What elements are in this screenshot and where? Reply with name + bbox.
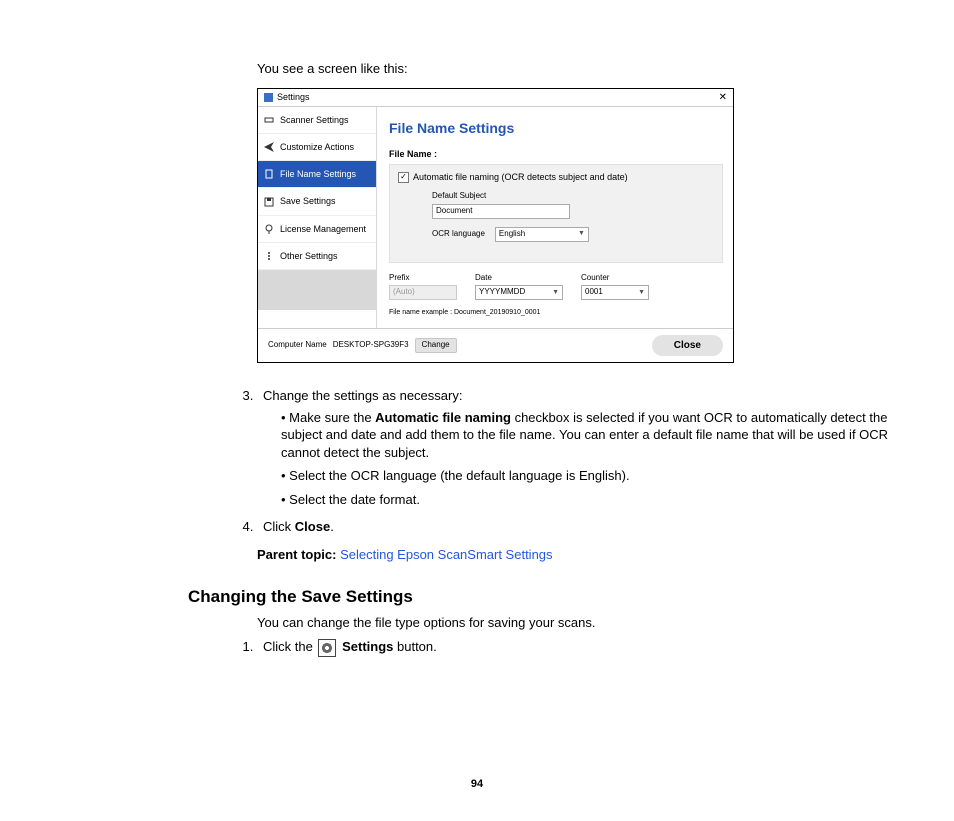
- sidebar-item-label: File Name Settings: [280, 168, 356, 180]
- ocr-language-select[interactable]: English ▼: [495, 227, 589, 242]
- naming-parts-row: Prefix (Auto) Date YYYYMMDD ▼ Counter 0: [389, 273, 723, 301]
- step-4: Click Close.: [257, 518, 894, 536]
- prefix-label: Prefix: [389, 273, 457, 284]
- ocr-language-group: OCR language English ▼: [432, 227, 714, 242]
- prefix-field: (Auto): [389, 285, 457, 300]
- substep-1: Click the Settings button.: [257, 638, 894, 657]
- parent-topic-link[interactable]: Selecting Epson ScanSmart Settings: [340, 547, 552, 562]
- app-icon: [264, 93, 273, 102]
- sidebar-filler: [258, 270, 376, 310]
- computer-name-value: DESKTOP-SPG39F3: [333, 340, 409, 351]
- example-value: Document_20190910_0001: [454, 309, 540, 316]
- filename-example: File name example : Document_20190910_00…: [389, 308, 723, 317]
- section-subtext: You can change the file type options for…: [257, 614, 894, 632]
- checkbox-icon[interactable]: ✓: [398, 172, 409, 183]
- substeps-list: Click the Settings button.: [217, 638, 894, 657]
- auto-naming-card: ✓ Automatic file naming (OCR detects sub…: [389, 164, 723, 263]
- badge-icon: [264, 224, 274, 234]
- counter-label: Counter: [581, 273, 649, 284]
- sidebar-item-label: Other Settings: [280, 250, 338, 262]
- sidebar-item-license-management[interactable]: License Management: [258, 216, 376, 243]
- counter-value: 0001: [585, 287, 603, 298]
- bullet-ocr-language: Select the OCR language (the default lan…: [281, 467, 894, 485]
- close-button[interactable]: Close: [652, 335, 723, 357]
- file-name-label: File Name :: [389, 148, 723, 160]
- ocr-language-label: OCR language: [432, 229, 485, 240]
- step-3-intro: Change the settings as necessary:: [263, 388, 462, 403]
- date-value: YYYYMMDD: [479, 287, 525, 298]
- scanner-icon: [264, 115, 274, 125]
- default-subject-group: Default Subject Document: [432, 191, 714, 219]
- window-titlebar: Settings ✕: [258, 89, 733, 108]
- step-3: Change the settings as necessary: Make s…: [257, 387, 894, 508]
- step-3-bullets: Make sure the Automatic file naming chec…: [281, 409, 894, 509]
- sidebar-item-other-settings[interactable]: Other Settings: [258, 243, 376, 270]
- send-icon: [264, 142, 274, 152]
- date-col: Date YYYYMMDD ▼: [475, 273, 563, 301]
- t: Click the: [263, 639, 316, 654]
- auto-naming-checkbox-row[interactable]: ✓ Automatic file naming (OCR detects sub…: [398, 171, 714, 183]
- close-icon[interactable]: ✕: [719, 91, 727, 105]
- date-select[interactable]: YYYYMMDD ▼: [475, 285, 563, 300]
- pane-heading: File Name Settings: [389, 119, 723, 138]
- chevron-down-icon: ▼: [578, 229, 585, 238]
- date-label: Date: [475, 273, 563, 284]
- example-label: File name example :: [389, 309, 452, 316]
- lead-text: You see a screen like this:: [257, 60, 894, 78]
- bold-term: Close: [295, 519, 330, 534]
- dots-icon: [264, 251, 274, 261]
- default-subject-input[interactable]: Document: [432, 204, 570, 219]
- settings-screenshot: Settings ✕ Scanner Settings Customize Ac…: [257, 88, 734, 364]
- sidebar-item-label: License Management: [280, 223, 366, 235]
- sidebar-item-label: Save Settings: [280, 195, 336, 207]
- save-icon: [264, 197, 274, 207]
- document-icon: [264, 169, 274, 179]
- bullet-auto-naming: Make sure the Automatic file naming chec…: [281, 409, 894, 462]
- chevron-down-icon: ▼: [552, 288, 559, 297]
- computer-name-label: Computer Name: [268, 340, 327, 351]
- t: button.: [393, 639, 436, 654]
- counter-col: Counter 0001 ▼: [581, 273, 649, 301]
- sidebar-item-label: Scanner Settings: [280, 114, 349, 126]
- sidebar-item-customize-actions[interactable]: Customize Actions: [258, 134, 376, 161]
- t: .: [330, 519, 334, 534]
- section-heading: Changing the Save Settings: [188, 586, 894, 609]
- window-title: Settings: [277, 91, 719, 103]
- sidebar-item-file-name-settings[interactable]: File Name Settings: [258, 161, 376, 188]
- bold-term: Automatic file naming: [375, 410, 511, 425]
- gear-icon: [318, 639, 336, 657]
- main-pane: File Name Settings File Name : ✓ Automat…: [377, 107, 733, 328]
- steps-list: Change the settings as necessary: Make s…: [217, 387, 894, 536]
- change-button[interactable]: Change: [415, 338, 457, 353]
- page-number: 94: [60, 777, 894, 792]
- t: Make sure the: [289, 410, 375, 425]
- default-subject-label: Default Subject: [432, 191, 714, 202]
- page: You see a screen like this: Settings ✕ S…: [0, 0, 954, 821]
- window-body: Scanner Settings Customize Actions File …: [258, 107, 733, 328]
- prefix-col: Prefix (Auto): [389, 273, 457, 301]
- sidebar: Scanner Settings Customize Actions File …: [258, 107, 377, 328]
- sidebar-item-scanner-settings[interactable]: Scanner Settings: [258, 107, 376, 134]
- parent-topic-label: Parent topic:: [257, 547, 340, 562]
- t: Click: [263, 519, 295, 534]
- bold-term: Settings: [342, 639, 393, 654]
- counter-select[interactable]: 0001 ▼: [581, 285, 649, 300]
- sidebar-item-label: Customize Actions: [280, 141, 354, 153]
- sidebar-item-save-settings[interactable]: Save Settings: [258, 188, 376, 215]
- parent-topic-line: Parent topic: Selecting Epson ScanSmart …: [257, 546, 894, 564]
- bullet-date-format: Select the date format.: [281, 491, 894, 509]
- status-bar: Computer Name DESKTOP-SPG39F3 Change Clo…: [258, 328, 733, 363]
- ocr-language-value: English: [499, 229, 525, 240]
- checkbox-label: Automatic file naming (OCR detects subje…: [413, 171, 628, 183]
- chevron-down-icon: ▼: [638, 288, 645, 297]
